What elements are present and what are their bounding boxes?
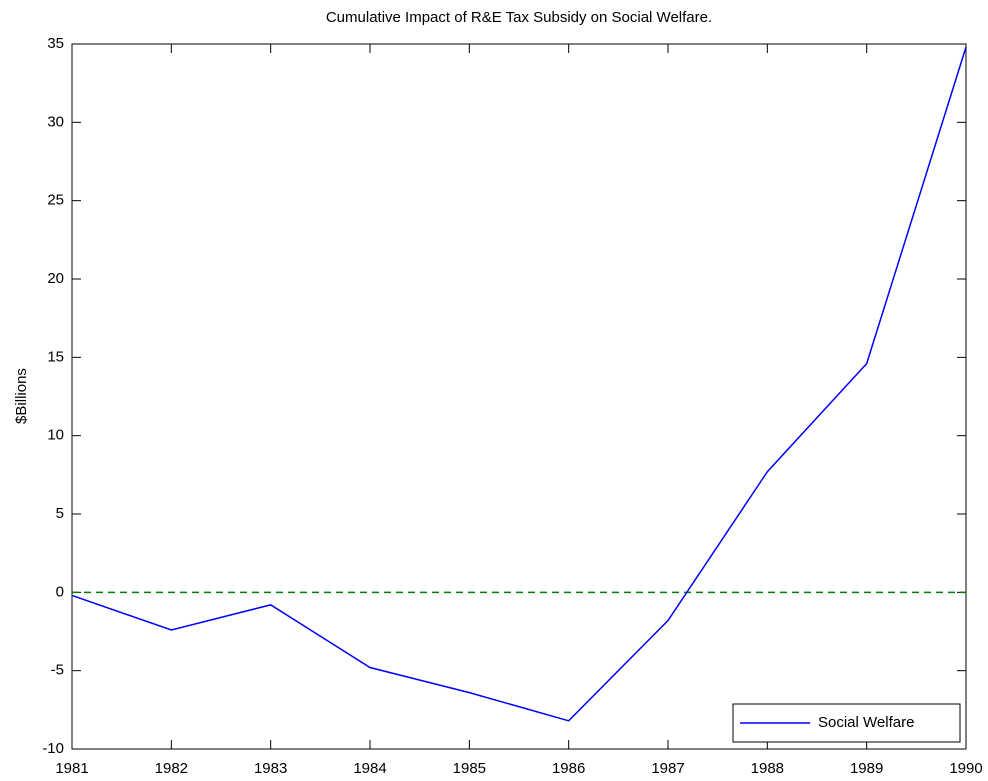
x-tick-label: 1982	[155, 760, 188, 777]
x-tick-label: 1987	[651, 760, 684, 777]
y-tick-label: 15	[47, 348, 64, 365]
x-tick-label: 1989	[850, 760, 883, 777]
y-tick-label: 5	[56, 505, 64, 522]
y-tick-label: 20	[47, 270, 64, 287]
x-tick-label: 1984	[353, 760, 386, 777]
x-tick-label: 1990	[949, 760, 982, 777]
x-tick-label: 1988	[751, 760, 784, 777]
y-tick-label: -10	[42, 740, 64, 757]
y-tick-label: 10	[47, 427, 64, 444]
x-tick-label: 1983	[254, 760, 287, 777]
chart-title: Cumulative Impact of R&E Tax Subsidy on …	[326, 9, 712, 26]
y-tick-label: 0	[56, 583, 64, 600]
legend-label: Social Welfare	[818, 714, 914, 731]
x-tick-label: 1986	[552, 760, 585, 777]
x-tick-label: 1985	[453, 760, 486, 777]
data-line	[71, 46, 967, 722]
y-tick-label: 30	[47, 113, 64, 130]
legend-box	[732, 703, 961, 743]
legend: Social Welfare	[732, 703, 961, 743]
y-axis-label: $Billions	[13, 368, 30, 424]
y-tick-label: -5	[51, 662, 64, 679]
y-tick-label: 25	[47, 192, 64, 209]
y-tick-label: 35	[47, 35, 64, 52]
plot-area	[71, 43, 967, 750]
x-tick-label: 1981	[55, 760, 88, 777]
